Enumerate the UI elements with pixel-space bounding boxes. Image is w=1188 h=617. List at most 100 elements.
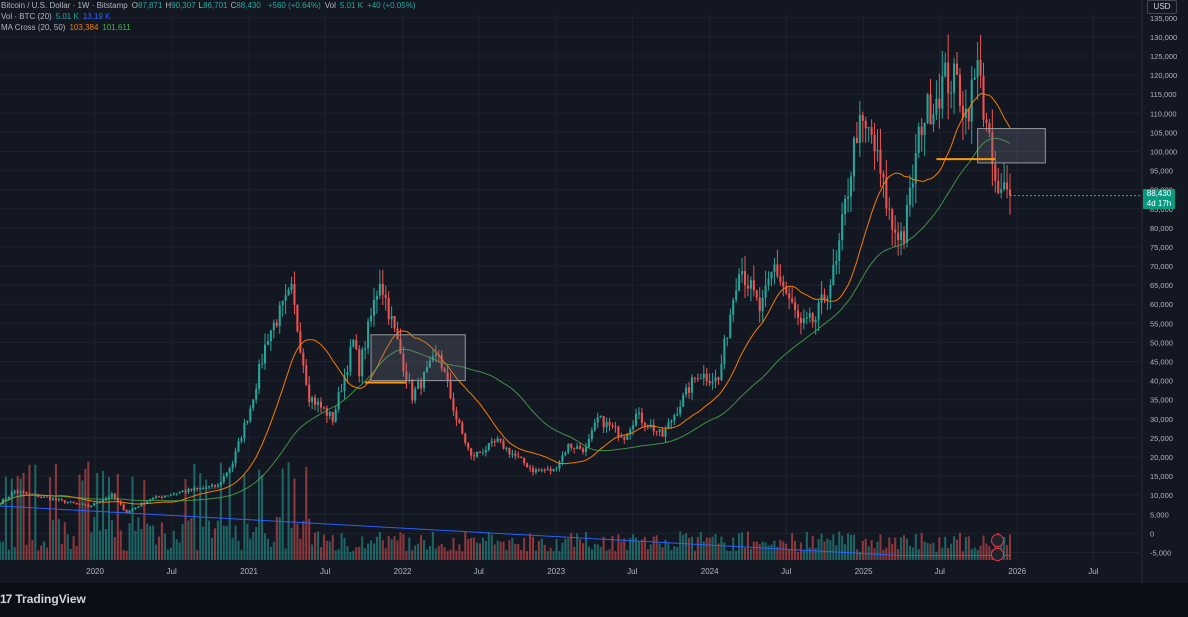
volume-bar — [305, 466, 308, 560]
candle-body — [673, 415, 676, 421]
volume-bar — [160, 522, 163, 560]
candle-body — [929, 94, 932, 125]
ohlc-value: 90,307 — [171, 1, 196, 10]
volume-bar — [826, 538, 829, 560]
volume-bar — [885, 547, 888, 560]
candle-body — [667, 422, 670, 429]
volume-bar — [508, 540, 511, 560]
volume-bar — [0, 541, 2, 560]
volume-bar — [814, 547, 817, 560]
candle-body — [181, 490, 184, 492]
volume-bar — [302, 520, 305, 560]
volume-bar — [973, 547, 976, 560]
volume-bar — [823, 541, 826, 560]
x-tick-label: Jul — [320, 567, 330, 576]
volume-bar — [590, 549, 593, 560]
volume-bar — [437, 546, 440, 560]
volume-bar — [143, 480, 146, 560]
currency-badge[interactable]: USD — [1147, 0, 1177, 14]
volume-bar — [690, 536, 694, 560]
volume-bar — [222, 525, 225, 560]
candle-body — [266, 341, 269, 345]
volume-bar — [958, 532, 961, 560]
candle-body — [808, 313, 811, 318]
price-change: +560 (+0.64%) — [267, 1, 321, 10]
volume-bar — [805, 531, 808, 560]
candle-body — [202, 487, 205, 489]
volume-bar — [166, 549, 169, 560]
legend-volume-row[interactable]: Vol · BTC (20) 5.01 K 13.19 K — [0, 11, 416, 22]
y-tick-label: -5,000 — [1150, 548, 1171, 557]
candle-body — [355, 340, 358, 350]
candle-body — [847, 196, 850, 199]
candle-body — [57, 499, 60, 501]
candle-body — [679, 406, 682, 414]
volume-bar — [169, 547, 172, 560]
candle-body — [163, 495, 166, 498]
alert-icon[interactable] — [991, 534, 1004, 547]
volume-bar — [102, 470, 105, 560]
candle-body — [13, 491, 16, 493]
candle-body — [490, 441, 493, 444]
candle-body — [961, 105, 964, 118]
y-tick-label: 120,000 — [1150, 71, 1177, 80]
candle-body — [476, 451, 479, 457]
volume-bar — [10, 478, 13, 560]
volume-bar — [802, 550, 805, 560]
volume-bar — [685, 533, 688, 560]
candle-body — [582, 448, 585, 452]
y-tick-label: 135,000 — [1150, 14, 1177, 23]
y-tick-label: 110,000 — [1150, 109, 1177, 118]
volume-bar — [655, 535, 658, 560]
events-icon[interactable] — [991, 548, 1004, 561]
volume-bar — [187, 520, 190, 560]
candle-body — [172, 493, 175, 495]
candle-body — [994, 164, 997, 181]
candle-body — [487, 443, 490, 450]
volume-bar — [255, 526, 258, 560]
volume-bar — [752, 541, 755, 560]
candle-body — [770, 272, 773, 279]
volume-bar — [110, 520, 113, 560]
candle-body — [531, 468, 535, 473]
volume-bar — [314, 532, 317, 560]
volume-bar — [620, 541, 623, 560]
candle-body — [558, 461, 561, 469]
candle-body — [405, 371, 408, 381]
candle-body — [950, 92, 953, 94]
candle-body — [213, 484, 216, 487]
candle-body — [746, 285, 749, 289]
y-tick-label: 15,000 — [1150, 472, 1173, 481]
volume-bar — [847, 533, 850, 560]
volume-bar — [434, 548, 437, 560]
candle-body — [302, 352, 305, 366]
candle-body — [682, 394, 685, 407]
candle-body — [941, 76, 944, 109]
candle-body — [240, 438, 243, 442]
candle-body — [458, 419, 461, 423]
candle-body — [308, 384, 311, 403]
candle-body — [879, 149, 882, 174]
volume-bar — [905, 538, 908, 560]
volume-bar — [794, 540, 797, 560]
volume-bar — [284, 548, 287, 560]
volume-bar — [564, 538, 567, 560]
volume-bar — [926, 543, 929, 560]
volume-ma-value: 13.19 K — [82, 12, 111, 21]
legend-ma-row[interactable]: MA Cross (20, 50) 103,384 101,611 — [0, 22, 416, 33]
symbol-title[interactable]: Bitcoin / U.S. Dollar · 1W · Bitstamp — [1, 1, 128, 10]
tradingview-logo[interactable]: 17 TradingView — [0, 590, 86, 608]
volume-bar — [337, 549, 340, 560]
candle-body — [926, 94, 929, 123]
candle-body — [278, 305, 281, 327]
candle-body — [587, 439, 590, 448]
volume-bar — [779, 539, 782, 560]
candle-body — [811, 313, 814, 323]
volume-bar — [299, 538, 302, 560]
volume-bar — [870, 539, 873, 560]
candle-body — [882, 173, 885, 177]
volume-bar — [897, 548, 900, 560]
candle-body — [75, 502, 78, 504]
candle-body — [579, 446, 582, 449]
